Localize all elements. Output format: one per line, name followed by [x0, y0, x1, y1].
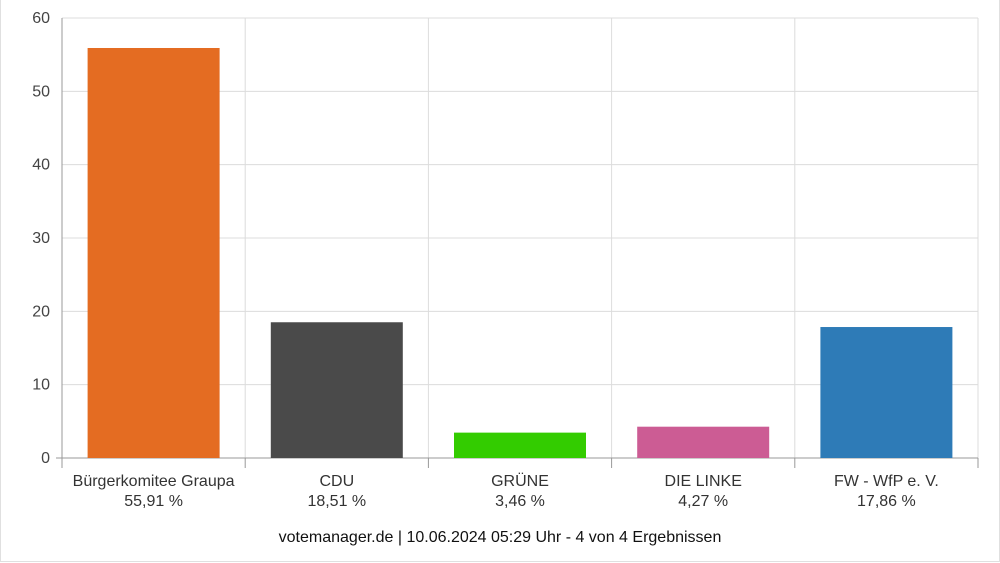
bar [820, 327, 953, 458]
y-tick-label: 30 [32, 230, 50, 247]
y-tick-label: 60 [32, 10, 50, 27]
percent-label: 55,91 % [124, 493, 183, 510]
percent-label: 18,51 % [307, 493, 366, 510]
y-tick-label: 20 [32, 303, 50, 320]
bar [270, 322, 403, 458]
y-tick-label: 40 [32, 157, 50, 174]
bar [87, 47, 220, 458]
y-tick-label: 10 [32, 377, 50, 394]
category-label: Bürgerkomitee Graupa [73, 473, 235, 490]
percent-label: 3,46 % [495, 493, 545, 510]
category-label: DIE LINKE [665, 473, 742, 490]
bar [637, 426, 770, 458]
category-label: CDU [319, 473, 354, 490]
category-label: FW - WfP e. V. [834, 473, 939, 490]
y-tick-label: 50 [32, 83, 50, 100]
bar-chart: 0 10 20 30 40 50 60 Bürgerkomitee Graupa 55,91 %… [32, 10, 979, 510]
category-label: GRÜNE [491, 472, 549, 490]
bar [454, 432, 586, 458]
percent-label: 17,86 % [857, 493, 916, 510]
y-tick-label: 0 [41, 450, 50, 467]
chart-footer: votemanager.de | 10.06.2024 05:29 Uhr - … [278, 529, 722, 546]
percent-label: 4,27 % [678, 493, 728, 510]
